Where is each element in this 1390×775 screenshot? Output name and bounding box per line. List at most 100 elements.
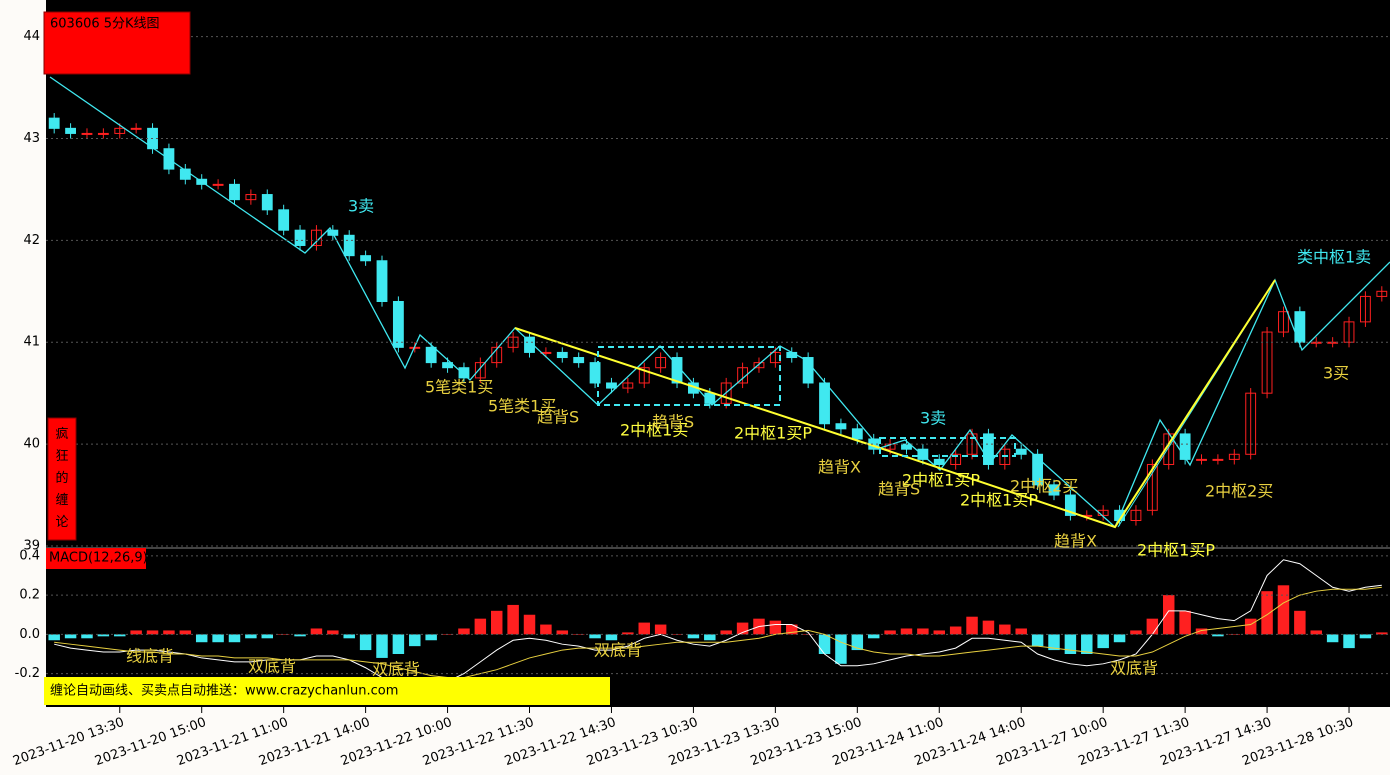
- candle-body: [474, 362, 486, 379]
- macd-bar: [261, 634, 274, 639]
- annotation: 3买: [1323, 364, 1349, 383]
- macd-bar: [474, 618, 487, 635]
- macd-title-box: [46, 548, 146, 569]
- macd-bar: [1113, 634, 1126, 643]
- macd-bar: [1294, 610, 1306, 635]
- strokes: [46, 36, 1390, 675]
- candle-body: [294, 229, 306, 246]
- candle-body: [1032, 453, 1044, 486]
- candle-body: [392, 301, 404, 348]
- candle-body: [819, 382, 830, 425]
- macd-bar: [1146, 618, 1159, 635]
- y-tick-label: 42: [23, 233, 40, 248]
- macd-bar: [818, 634, 831, 654]
- annotation: 2中枢1买: [620, 421, 688, 440]
- candle-body: [1048, 484, 1060, 496]
- macd-bar: [1228, 634, 1241, 635]
- macd-bar: [949, 626, 962, 635]
- macd-bar: [867, 634, 880, 639]
- macd-bar: [622, 632, 634, 635]
- y-tick-label: 0.2: [19, 588, 40, 603]
- side-box: [47, 417, 77, 541]
- plot-area: [46, 0, 1390, 707]
- macd-title: MACD(12,26,9): [49, 551, 148, 566]
- macd-bar: [704, 634, 716, 641]
- macd-bar: [1097, 634, 1109, 649]
- annotation: 2中枢2买: [1205, 482, 1273, 501]
- macd-bar: [786, 624, 798, 635]
- annotation: 趋背S: [878, 480, 920, 499]
- candle-body: [1179, 433, 1191, 460]
- annotation: 2中枢1买P: [960, 491, 1038, 510]
- macd-bar: [589, 634, 601, 639]
- candle-body: [212, 183, 224, 186]
- candle-body: [835, 423, 847, 430]
- macd-bar: [409, 634, 421, 647]
- candle-body: [1278, 311, 1289, 333]
- y-tick-label: 39: [23, 538, 40, 553]
- candle-body: [1245, 392, 1257, 455]
- macd-bar: [425, 634, 437, 641]
- banner: 缠论自动画线、买卖点自动推送：www.crazychanlun.com: [50, 683, 398, 699]
- macd-bar: [1261, 591, 1273, 635]
- candle-body: [933, 458, 945, 465]
- candle-body: [622, 382, 634, 389]
- annotation: 3卖: [348, 197, 374, 216]
- annotation: 趋背S: [652, 413, 694, 432]
- macd-bar: [687, 634, 700, 639]
- macd-bar: [736, 622, 749, 635]
- candle-body: [524, 336, 535, 353]
- annotation: 趋背S: [537, 408, 579, 427]
- annotation: 趋背X: [818, 458, 861, 477]
- annotation: 2中枢1买P: [734, 424, 812, 443]
- macd-bar: [1162, 595, 1175, 635]
- macd-bar: [917, 628, 929, 635]
- y-tick-label: 0.0: [19, 627, 40, 642]
- macd-bar: [802, 634, 814, 635]
- macd-bar: [1179, 610, 1191, 635]
- annotation: 2中枢2买: [1010, 477, 1078, 496]
- candle-body: [278, 209, 290, 231]
- macd-bar: [376, 634, 388, 658]
- macd-bar: [490, 610, 503, 635]
- candle-body: [1064, 494, 1076, 516]
- macd-bar: [1310, 630, 1322, 635]
- candle-body: [638, 367, 650, 384]
- candle-body: [655, 357, 667, 369]
- banner-box: [44, 677, 610, 705]
- chart-title: 603606 5分K线图: [50, 17, 160, 32]
- candle-body: [376, 260, 388, 303]
- title-box: [43, 11, 191, 75]
- candle-body: [245, 194, 257, 201]
- macd-bar: [294, 634, 306, 637]
- macd-bar: [212, 634, 224, 643]
- macd-bar: [999, 624, 1011, 635]
- macd-bar: [654, 624, 667, 635]
- macd-bar: [1244, 618, 1257, 635]
- candle-body: [999, 448, 1011, 465]
- candle-body: [114, 127, 126, 134]
- macd-bar: [523, 614, 536, 635]
- macd-bar: [1212, 634, 1224, 637]
- macd-bar: [851, 634, 864, 651]
- candle-body: [97, 132, 109, 135]
- macd-bar: [556, 630, 569, 635]
- macd-bar: [1343, 634, 1355, 649]
- candle-body: [786, 351, 798, 359]
- candle-body: [1146, 463, 1158, 511]
- candle-body: [573, 357, 585, 364]
- y-tick-label: 40: [23, 437, 40, 452]
- annotation: 5笔类1买: [425, 378, 493, 397]
- macd-bar: [572, 634, 585, 635]
- candle-body: [458, 367, 470, 379]
- dea-line: [54, 586, 1382, 679]
- macd-bar: [1326, 634, 1339, 643]
- candle-body: [737, 367, 749, 384]
- candle-body: [556, 351, 568, 359]
- macd-bar: [163, 630, 175, 635]
- macd-bar: [1277, 585, 1290, 635]
- annotation: 双底背: [372, 660, 420, 679]
- macd-bar: [900, 628, 913, 635]
- candle-body: [802, 357, 814, 384]
